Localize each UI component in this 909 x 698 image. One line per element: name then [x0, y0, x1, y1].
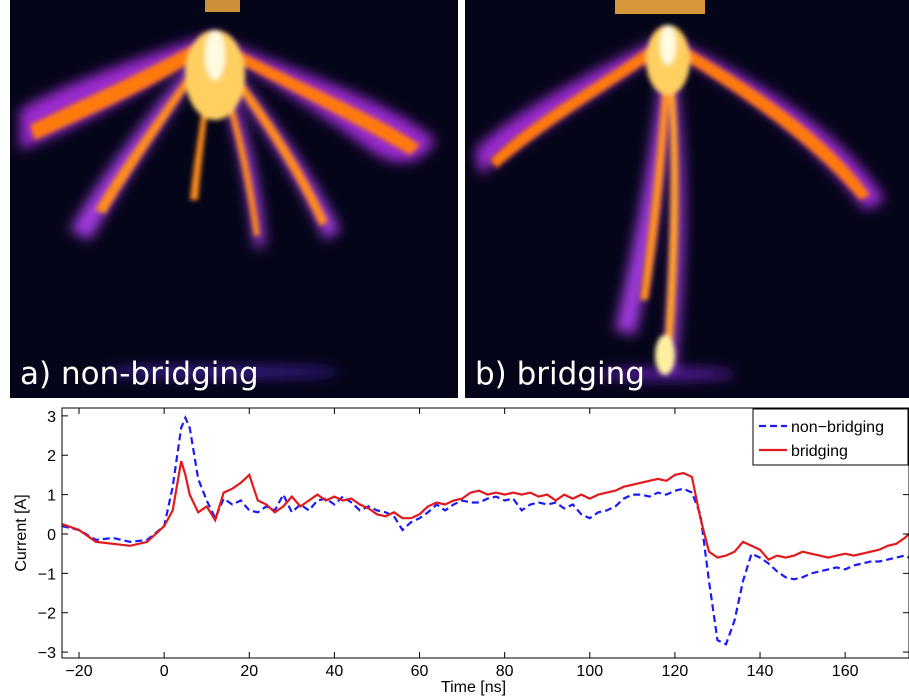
x-tick-label: 100	[576, 663, 603, 680]
x-tick-label: 60	[411, 663, 429, 680]
x-tick-label: 0	[160, 663, 169, 680]
ticks-layer: −20 0 20 40 60 80 100 120 140 160 3 2 1 0 −1 −2 −3	[38, 408, 909, 680]
x-tick-label: 20	[240, 663, 258, 680]
y-tick-label: −3	[38, 645, 56, 662]
x-tick-label: 120	[662, 663, 689, 680]
legend-box	[752, 408, 909, 466]
legend-label-bridging: bridging	[791, 443, 848, 460]
y-tick-label: 3	[47, 409, 56, 426]
x-tick-label: 40	[326, 663, 344, 680]
y-tick-label: −2	[38, 606, 56, 623]
series-line-bridging	[61, 460, 909, 561]
discharge-image-bridging: b) bridging	[465, 0, 909, 398]
y-tick-label: −1	[38, 566, 56, 583]
x-tick-label: −20	[65, 663, 92, 680]
y-tick-label: 1	[47, 488, 56, 505]
discharge-image-non-bridging: a) non-bridging	[10, 0, 458, 398]
current-chart-svg: −20 0 20 40 60 80 100 120 140 160 3 2 1 0 −1 −2 −3 Curre…	[13, 407, 909, 696]
panel-label-b: b) bridging	[475, 356, 645, 392]
series-line-non-bridging	[61, 415, 909, 646]
legend: non−bridging bridging	[752, 408, 909, 466]
series-layer	[61, 415, 909, 646]
discharge-photo-a	[10, 0, 458, 398]
x-tick-label: 80	[496, 663, 514, 680]
plot-frame	[61, 407, 909, 659]
legend-label-non-bridging: non−bridging	[791, 419, 884, 436]
discharge-photo-b	[465, 0, 909, 398]
y-tick-label: 2	[47, 448, 56, 465]
x-axis-title: Time [ns]	[441, 679, 506, 696]
y-axis-title: Current [A]	[13, 494, 30, 571]
panel-label-a: a) non-bridging	[20, 356, 259, 392]
x-tick-label: 160	[832, 663, 859, 680]
y-tick-label: 0	[47, 527, 56, 544]
x-tick-label: 140	[747, 663, 774, 680]
current-chart: −20 0 20 40 60 80 100 120 140 160 3 2 1 0 −1 −2 −3 Curre…	[0, 402, 909, 698]
